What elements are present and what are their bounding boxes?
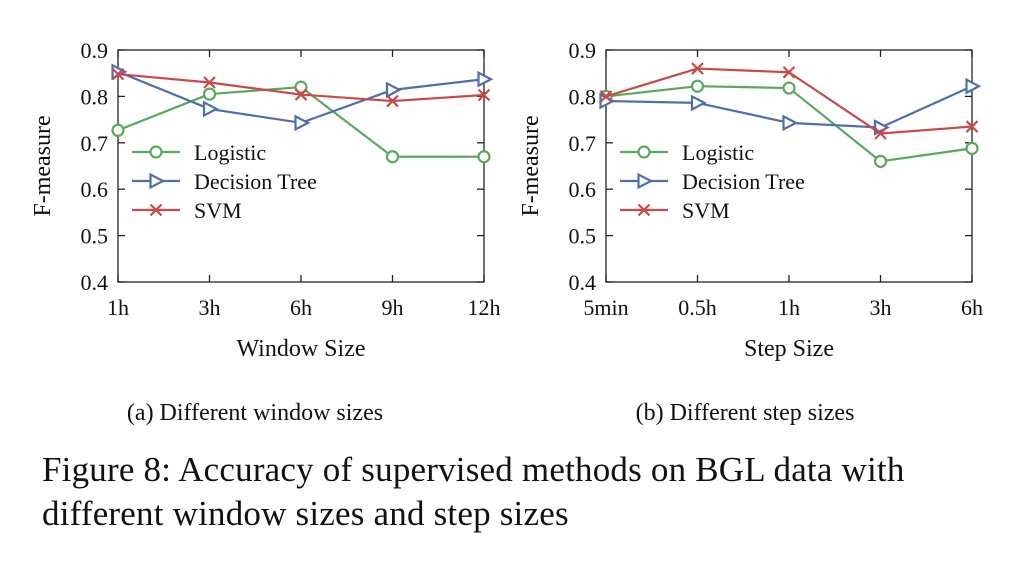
data-point	[965, 77, 982, 95]
x-tick-label: 1h	[778, 295, 800, 320]
series-logistic	[111, 80, 491, 164]
data-point	[202, 87, 217, 101]
x-tick-label: 6h	[961, 295, 983, 320]
data-point	[599, 90, 613, 103]
legend-label: Decision Tree	[194, 169, 317, 194]
legend-marker	[149, 172, 166, 190]
data-point	[111, 123, 125, 137]
legend-marker	[149, 145, 163, 159]
data-point	[385, 81, 402, 99]
data-point	[385, 150, 400, 164]
data-point	[690, 79, 705, 93]
figure-charts: 0.4 0.5 0.6 0.7 0.8 0.9 1h 3h 6h 9h 12h Window Size…	[30, 38, 983, 426]
legend: Logistic Decision Tree SVM	[132, 140, 317, 223]
x-tick-label: 3h	[870, 295, 892, 320]
data-point	[691, 62, 704, 75]
data-point	[965, 120, 979, 133]
chart-panel-a: 0.4 0.5 0.6 0.7 0.8 0.9 1h 3h 6h 9h 12h Window Size…	[30, 38, 501, 426]
x-tick-label: 3h	[199, 295, 221, 320]
y-tick-label: 0.5	[569, 224, 597, 249]
subcaption: (b) Different step sizes	[636, 400, 855, 426]
series-svm	[111, 67, 491, 108]
y-tick-label: 0.8	[81, 84, 109, 109]
x-axis-label: Window Size	[236, 336, 365, 362]
data-point	[203, 76, 216, 89]
y-tick-label: 0.9	[81, 38, 109, 63]
data-point	[386, 94, 399, 108]
legend-marker	[149, 203, 163, 217]
y-tick-label: 0.5	[81, 224, 109, 249]
x-axis-label: Step Size	[744, 336, 834, 362]
data-point	[782, 65, 796, 79]
data-point	[111, 67, 125, 81]
y-axis-label: F-measure	[518, 115, 544, 216]
y-tick-label: 0.4	[81, 270, 109, 295]
y-tick-label: 0.6	[569, 177, 597, 202]
data-point	[477, 88, 491, 102]
y-tick-label: 0.8	[569, 84, 597, 109]
chart-panel-b: 0.4 0.5 0.6 0.7 0.8 0.9 5min 0.5h 1h 3h 6h Step Siz…	[518, 38, 983, 426]
legend-label: Logistic	[194, 140, 266, 165]
data-point	[965, 141, 979, 155]
x-tick-label: 6h	[290, 295, 312, 320]
y-tick-label: 0.7	[569, 131, 597, 156]
subcaption: (a) Different window sizes	[127, 400, 383, 426]
legend-label: SVM	[194, 198, 242, 223]
legend-label: SVM	[682, 198, 730, 223]
legend-marker	[637, 203, 651, 217]
data-point	[477, 150, 491, 164]
data-point	[294, 80, 308, 94]
x-tick-label: 12h	[468, 295, 501, 320]
data-point	[782, 81, 796, 95]
y-axis-label: F-measure	[30, 115, 56, 216]
legend-marker	[637, 145, 651, 159]
legend-label: Logistic	[682, 140, 754, 165]
data-point	[874, 127, 887, 140]
data-point	[873, 154, 888, 168]
x-tick-label: 9h	[382, 295, 404, 320]
data-point	[477, 70, 494, 88]
y-tick-label: 0.6	[81, 177, 109, 202]
data-point	[294, 114, 311, 132]
y-tick-label: 0.7	[81, 131, 109, 156]
legend-label: Decision Tree	[682, 169, 805, 194]
figure-caption: Figure 8: Accuracy of supervised methods…	[42, 450, 905, 533]
legend: Logistic Decision Tree SVM	[620, 140, 805, 223]
legend-marker	[637, 172, 654, 190]
data-point	[690, 94, 707, 112]
data-point	[782, 114, 799, 132]
x-tick-label: 1h	[107, 295, 129, 320]
data-point	[294, 88, 308, 101]
series-svm	[599, 62, 979, 140]
data-point	[202, 100, 219, 118]
x-tick-label: 5min	[583, 295, 628, 320]
x-tick-label: 0.5h	[678, 295, 717, 320]
y-tick-label: 0.9	[569, 38, 597, 63]
y-tick-label: 0.4	[569, 270, 597, 295]
